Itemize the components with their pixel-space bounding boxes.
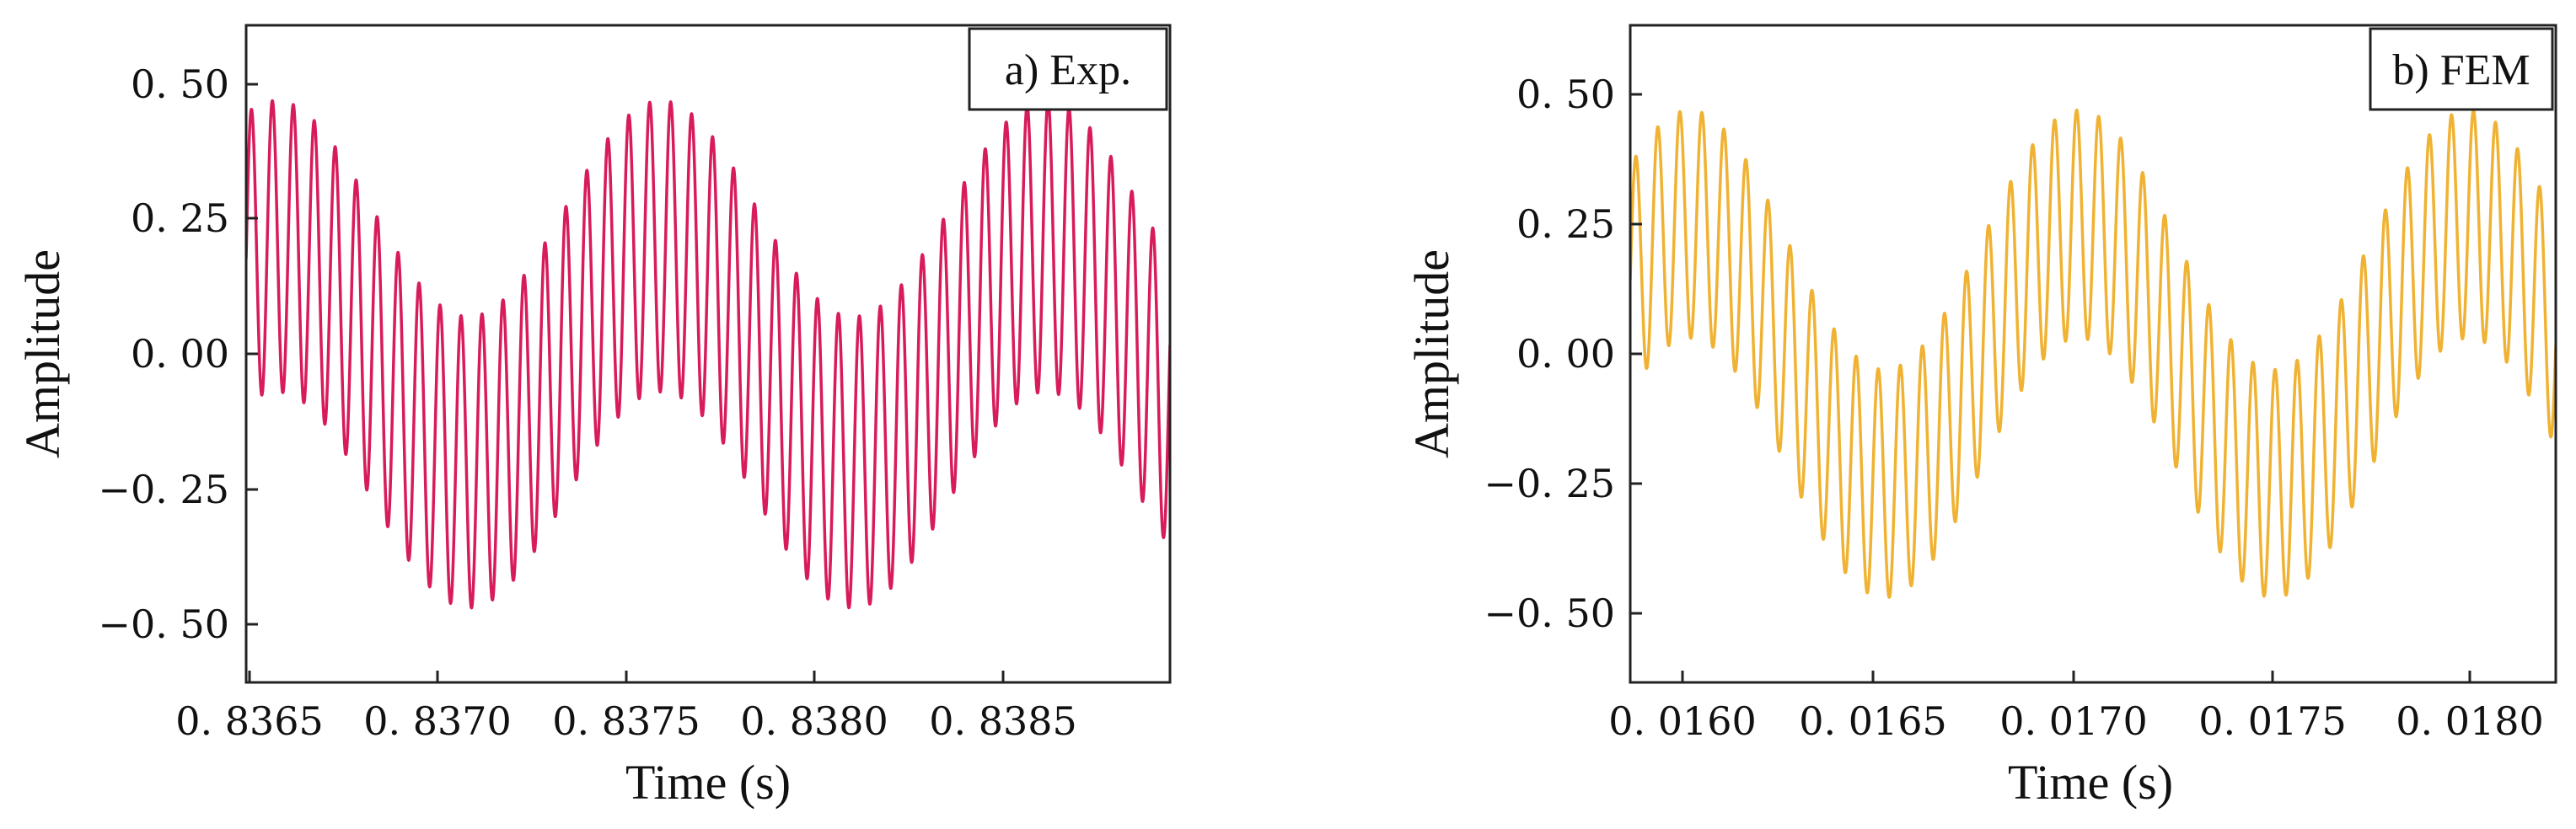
- panel-b-fem: 0. 50 0. 25 0. 00 −0. 25 −0. 50 0. 0160 …: [1404, 24, 2557, 810]
- panel-a-y-axis-title: Amplitude: [15, 249, 70, 458]
- panel-b-tag: b) FEM: [2392, 46, 2530, 94]
- panel-a-x-axis-title: Time (s): [625, 755, 791, 810]
- panel-b-ytick-label: 0. 00: [1516, 331, 1615, 377]
- panel-a-tag-box: [968, 27, 1168, 111]
- panel-a-plot-area: [246, 99, 1170, 610]
- panel-b-xtick-label: 0. 0160: [1608, 698, 1757, 744]
- panel-a-ytick-label: 0. 00: [131, 331, 229, 377]
- panel-b-tag-box: [2369, 27, 2554, 111]
- panel-a-tag: a) Exp.: [1005, 46, 1131, 94]
- panel-a-ytick-label: 0. 50: [131, 62, 229, 107]
- panel-b-xtick-label: 0. 0165: [1799, 698, 1947, 744]
- panel-b-ytick-label: 0. 25: [1516, 201, 1615, 247]
- panel-b-plot-area: [1630, 108, 2556, 599]
- panel-a-ytick-label: 0. 25: [131, 195, 229, 241]
- panel-a-xtick-label: 0. 8370: [363, 698, 512, 744]
- panel-a-xtick-label: 0. 8365: [175, 698, 324, 744]
- panel-a-ytick-label: −0. 25: [98, 467, 229, 512]
- panel-b-x-axis-title: Time (s): [2008, 755, 2173, 810]
- panel-a-xtick-label: 0. 8385: [929, 698, 1077, 744]
- panel-a-ytick-label: −0. 50: [98, 602, 229, 647]
- panel-b-xtick-label: 0. 0180: [2396, 698, 2544, 744]
- panel-b-ytick-label: −0. 50: [1484, 591, 1615, 636]
- panel-b-ytick-label: −0. 25: [1484, 461, 1615, 506]
- panel-b-y-axis-title: Amplitude: [1404, 249, 1459, 458]
- panel-a-xtick-label: 0. 8380: [740, 698, 888, 744]
- panel-b-xtick-label: 0. 0170: [1999, 698, 2148, 744]
- panel-a-exp: 0. 50 0. 25 0. 00 −0. 25 −0. 50 0. 8365 …: [15, 24, 1172, 810]
- panel-b-signal-line: [1630, 108, 2556, 599]
- panel-a-xtick-label: 0. 8375: [552, 698, 700, 744]
- panel-a-signal-line: [246, 99, 1170, 610]
- panel-a-axis-frame: [244, 24, 1172, 684]
- panel-b-ytick-label: 0. 50: [1516, 72, 1615, 117]
- panel-b-xtick-label: 0. 0175: [2198, 698, 2347, 744]
